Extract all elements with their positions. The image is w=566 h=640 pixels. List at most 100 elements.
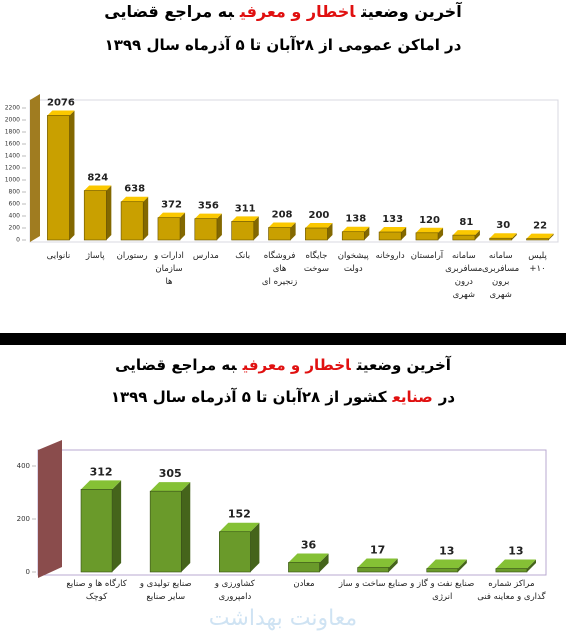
bar xyxy=(305,227,328,241)
bar-top xyxy=(47,110,75,116)
subtitle-part: در اماکن عمومی از ۲۸آبان تا ۵ آذرماه سال… xyxy=(104,36,462,54)
bar xyxy=(194,218,218,241)
bar xyxy=(495,568,528,573)
x-tick-label: جایگاه سوخت xyxy=(303,251,329,274)
x-tick-label: سامانه مسافربری برون شهری xyxy=(481,251,520,300)
x-tick-label: نانوایی xyxy=(46,251,71,261)
value-label: 2076 xyxy=(47,97,75,108)
value-label: 13 xyxy=(508,545,523,558)
bar-top xyxy=(81,480,122,490)
bar-side xyxy=(143,196,149,240)
bar-side xyxy=(216,213,222,240)
y-tick-label: 1000 xyxy=(5,177,20,184)
value-label: 13 xyxy=(439,545,454,558)
y-tick-label: 600 xyxy=(9,201,21,208)
value-label: 22 xyxy=(533,221,547,232)
bar-side xyxy=(253,216,259,240)
value-label: 208 xyxy=(272,210,293,221)
bar xyxy=(47,115,70,241)
x-tick-label: مراکز شماره گذاری و معاینه فنی xyxy=(477,579,546,602)
y-tick-label: 0 xyxy=(26,568,30,576)
bar xyxy=(288,562,320,573)
x-tick-label: پاساژ xyxy=(85,251,105,261)
bar-side xyxy=(401,227,407,240)
value-label: 356 xyxy=(198,201,219,212)
bar-top xyxy=(84,185,112,191)
bar-side xyxy=(112,480,122,572)
back-wall xyxy=(30,94,40,242)
value-label: 30 xyxy=(496,220,510,231)
title-part: اخطار و معرفی xyxy=(239,2,356,21)
bar-top xyxy=(526,233,554,239)
title-part: آخرین وضعیت xyxy=(361,2,462,21)
y-tick-label: 800 xyxy=(9,189,21,196)
subtitle-part: صنایع xyxy=(392,388,433,406)
bar xyxy=(341,231,365,241)
value-label: 200 xyxy=(308,210,329,221)
x-tick-label: بانک xyxy=(235,251,251,261)
y-tick-label: 200 xyxy=(17,515,30,523)
x-tick-label: رستوران xyxy=(116,251,148,261)
bar xyxy=(426,568,459,573)
subtitle-part: کشور از ۲۸آبان تا ۵ آذرماه سال ۱۳۹۹ xyxy=(110,388,387,406)
bar-top xyxy=(231,216,259,222)
bar-side xyxy=(526,559,536,572)
bar-side xyxy=(290,222,296,240)
bar xyxy=(357,567,390,573)
bar-top xyxy=(305,223,333,228)
subtitle-part: در xyxy=(438,388,456,406)
x-tick-label: صنایع تولیدی و سایر صنایع xyxy=(139,579,192,602)
value-label: 133 xyxy=(382,214,403,225)
bar-side xyxy=(181,482,191,572)
title-part: به مراجع قضایی xyxy=(104,2,234,21)
x-tick-label: ادارات و سازمان ها xyxy=(154,251,184,287)
x-tick-label: سامانه مسافربری درون شهری xyxy=(445,251,483,300)
bar-side xyxy=(438,227,444,240)
bar xyxy=(452,234,476,241)
value-label: 638 xyxy=(124,184,145,195)
y-tick-label: 0 xyxy=(16,237,20,244)
bar-side xyxy=(548,233,554,240)
bar-top xyxy=(150,482,191,492)
x-tick-label: مدارس xyxy=(192,251,219,261)
x-tick-label: صنایع ساخت و ساز xyxy=(338,579,408,589)
bar-side xyxy=(457,559,467,572)
bar-top xyxy=(157,212,186,218)
bar xyxy=(83,190,107,241)
y-tick-label: 1200 xyxy=(5,165,20,172)
bar xyxy=(378,231,402,241)
bar xyxy=(526,238,549,241)
back-wall xyxy=(38,440,62,578)
bar-top xyxy=(268,222,296,228)
value-label: 305 xyxy=(159,467,182,480)
bar-side xyxy=(474,230,480,240)
bar-side xyxy=(319,553,329,572)
bar-side xyxy=(388,558,398,572)
bar-top xyxy=(452,230,480,236)
x-tick-label: آرامستان xyxy=(410,251,444,261)
x-tick-label: معادن xyxy=(293,579,315,589)
title-part: اخطار و معرفی xyxy=(242,356,351,374)
value-label: 81 xyxy=(459,217,473,228)
bar-top xyxy=(415,227,444,233)
bar-top xyxy=(489,233,517,239)
value-label: 120 xyxy=(419,215,440,226)
bar-side xyxy=(250,522,260,572)
bar xyxy=(149,490,182,573)
y-tick-label: 400 xyxy=(17,462,30,470)
bar-side xyxy=(511,233,517,240)
bar xyxy=(80,489,113,573)
separator xyxy=(0,333,566,345)
title-part: آخرین وضعیت xyxy=(356,356,451,374)
x-tick-label: کشاورزی و دامپروری xyxy=(214,579,255,602)
bar-top xyxy=(121,196,149,202)
value-label: 138 xyxy=(345,214,366,225)
value-label: 311 xyxy=(235,203,256,214)
bar xyxy=(120,201,144,241)
x-tick-label: پیشخوان دولت xyxy=(337,251,369,274)
x-tick-label: داروخانه xyxy=(375,251,405,261)
chart-subtitle: در اماکن عمومی از ۲۸آبان تا ۵ آذرماه سال… xyxy=(0,36,566,54)
chart-title: آخرین وضعیت اخطار و معرفی به مراجع قضایی xyxy=(0,2,566,21)
bar-top xyxy=(426,559,467,569)
